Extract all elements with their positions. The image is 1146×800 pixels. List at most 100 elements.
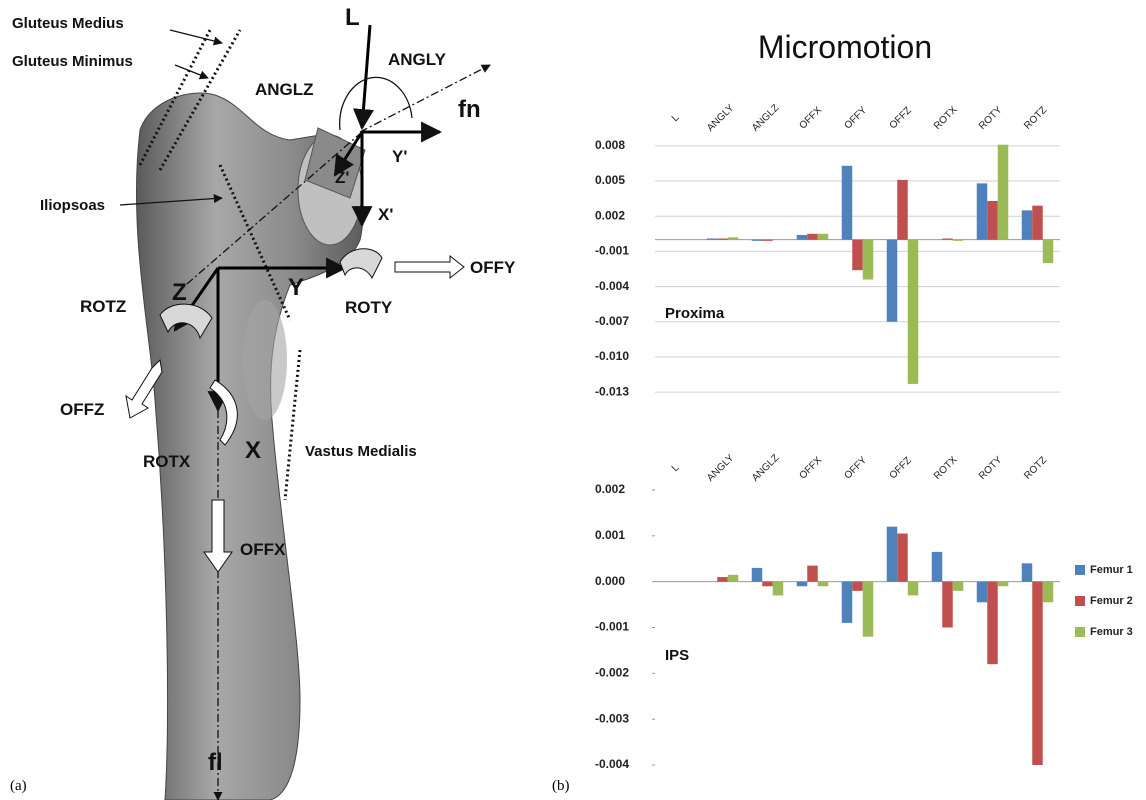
bar [897, 534, 908, 582]
figure: Gluteus Medius Gluteus Minimus L ANGLY ANGLZ… [0, 0, 1146, 800]
bar [807, 234, 818, 240]
diagram-label: Y [288, 274, 304, 301]
diagram-label: Gluteus Minimus [12, 53, 133, 70]
legend-swatch [1075, 627, 1085, 637]
y-tick-label: -0.007 [595, 314, 629, 328]
bar [818, 234, 829, 240]
x-tick-label: ROTY [977, 454, 1005, 482]
diagram-label: fn [458, 96, 481, 123]
y-tick-label: 0.005 [595, 173, 625, 187]
bar [942, 239, 953, 240]
bar [717, 239, 728, 240]
diagram-label: Vastus Medialis [305, 443, 417, 460]
y-tick-label: 0.000 [595, 574, 625, 588]
bar [1043, 582, 1054, 603]
diagram-label: ROTY [345, 298, 393, 317]
panel-label: (b) [552, 778, 570, 794]
y-tick-label: -0.004 [595, 757, 629, 771]
x-tick-label: ANGLY [705, 102, 736, 133]
x-tick-label: ROTY [977, 104, 1005, 132]
bar [1032, 206, 1043, 240]
bar [797, 235, 808, 240]
x-tick-label: L [670, 112, 682, 124]
bar [953, 582, 964, 591]
x-tick-label: L [670, 462, 682, 474]
diagram-label: OFFX [240, 540, 286, 559]
diagram-label: ROTZ [80, 297, 126, 316]
bar [932, 552, 943, 582]
x-tick-label: OFFX [797, 455, 824, 482]
bar [707, 239, 718, 240]
bar [998, 582, 1009, 587]
diagram-label: L [345, 4, 360, 31]
diagram-label: fl [208, 749, 223, 776]
bar [942, 582, 953, 628]
diagram-label: Gluteus Medius [12, 15, 124, 32]
bar [977, 183, 988, 239]
diagram-label: Y' [392, 147, 407, 166]
y-tick-label: 0.002 [595, 482, 625, 496]
bar [818, 582, 829, 587]
bar [842, 582, 853, 623]
x-tick-label: OFFY [842, 455, 869, 482]
bar [1032, 582, 1043, 765]
x-tick-label: ANGLZ [750, 103, 781, 134]
x-tick-label: ROTZ [1022, 455, 1049, 482]
bar [953, 240, 964, 241]
bar [728, 237, 739, 239]
bar [1022, 563, 1033, 581]
y-tick-label: 0.001 [595, 528, 625, 542]
x-tick-label: ROTX [932, 104, 960, 132]
bar [1022, 210, 1033, 239]
x-tick-label: ROTZ [1022, 105, 1049, 132]
diagram-label: Iliopsoas [40, 197, 105, 214]
bar [728, 575, 739, 582]
diagram-label: ANGLY [388, 50, 447, 69]
x-tick-label: OFFX [797, 105, 824, 132]
bar [852, 240, 863, 270]
x-tick-label: OFFZ [888, 455, 914, 481]
bar [752, 568, 763, 582]
chart-label: IPS [665, 647, 689, 664]
y-tick-label: -0.002 [595, 666, 629, 680]
bar [908, 582, 919, 596]
x-tick-label: ANGLY [705, 452, 736, 483]
bar [863, 240, 874, 280]
x-tick-label: ANGLZ [750, 453, 781, 484]
y-tick-label: -0.010 [595, 349, 629, 363]
y-tick-label: -0.001 [595, 620, 629, 634]
panel-label: (a) [10, 778, 27, 794]
legend-label: Femur 1 [1090, 564, 1133, 576]
y-tick-label: 0.008 [595, 138, 625, 152]
y-tick-label: -0.013 [595, 384, 629, 398]
bar [863, 582, 874, 637]
bar [887, 240, 898, 322]
y-tick-label: -0.001 [595, 244, 629, 258]
bar [797, 582, 808, 587]
bar [977, 582, 988, 603]
bar [807, 566, 818, 582]
bar [717, 577, 728, 582]
bar [908, 240, 919, 384]
diagram-label: Z' [335, 168, 349, 187]
bar [773, 582, 784, 596]
diagram-label: X [245, 437, 261, 464]
legend-swatch [1075, 596, 1085, 606]
bar [897, 180, 908, 240]
femur-diagram [120, 25, 490, 800]
x-tick-label: ROTX [932, 454, 960, 482]
bar [762, 582, 773, 587]
bar [987, 582, 998, 665]
chart-label: Proxima [665, 305, 725, 322]
diagram-label: Z [172, 279, 187, 306]
bar [762, 240, 773, 241]
legend-label: Femur 3 [1090, 626, 1133, 638]
x-tick-label: OFFY [842, 105, 869, 132]
diagram-label: OFFY [470, 258, 516, 277]
diagram-label: OFFZ [60, 400, 104, 419]
diagram-label: ANGLZ [255, 80, 314, 99]
diagram-label: ROTX [143, 452, 191, 471]
figure-title: Micromotion [758, 29, 932, 65]
bar [1043, 240, 1054, 263]
y-tick-label: -0.003 [595, 711, 629, 725]
